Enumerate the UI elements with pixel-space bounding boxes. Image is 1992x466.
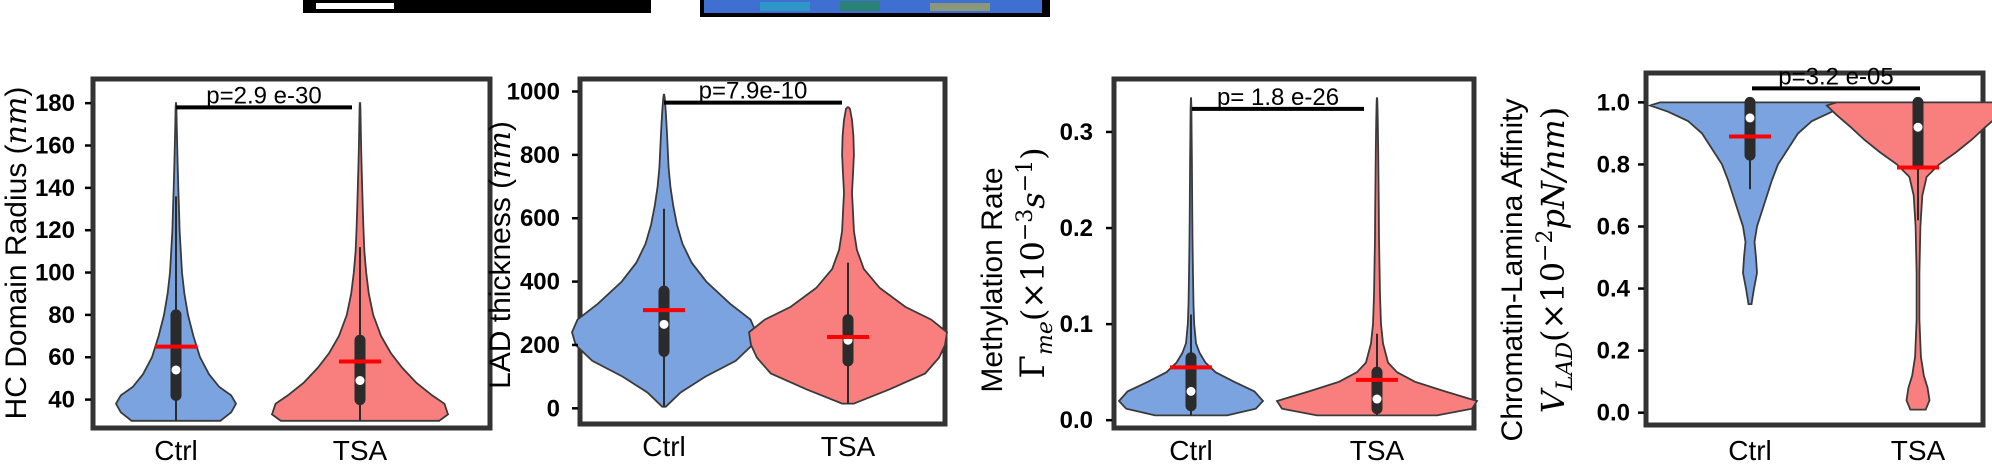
y-tick-label: 200 [520,332,560,359]
y-tick-label: 140 [35,175,75,202]
label-unit: pN/nm [1534,119,1572,229]
plot-frame [1643,70,1986,428]
x-tick-label-ctrl: Ctrl [642,431,686,462]
label-exponent: −3 [1013,209,1038,241]
y-axis-label-close: ) [484,121,517,131]
y-tick-label: 0.1 [1060,311,1093,338]
y-axis-label-unit: nm [0,97,34,145]
label-close: ) [1534,107,1572,119]
panel-chromatin-lamina-affinity: 0.0 0.2 0.4 0.6 0.8 1.0 p=3.2 e-05 Ctrl TSA C… [1496,63,1992,466]
y-axis-label: LAD thickness (nm) [483,121,518,389]
y-tick-label: 400 [520,269,560,296]
y-tick-label: 1000 [507,79,560,106]
panel-lad-thickness: 0 200 400 600 800 1000 p=7.9e-10 Ctrl TSA LAD… [483,76,948,462]
significance-bracket: p=2.9 e-30 [176,82,352,110]
x-tick-label-tsa: TSA [1891,435,1946,466]
median-dot-tsa [1372,394,1382,404]
significance-bracket: p=3.2 e-05 [1752,63,1920,91]
label-unit-exponent: −1 [1013,160,1038,192]
pvalue-label: p=3.2 e-05 [1778,63,1893,90]
top-image-strip [303,0,1050,17]
x-tick-label-tsa: TSA [333,435,388,466]
y-axis-ticks: 0 200 400 600 800 1000 [507,79,578,422]
plot-frame [1111,76,1477,431]
label-open: (×10 [1534,262,1572,342]
violin-group [571,93,948,408]
violin-body-ctrl [1117,97,1265,417]
median-dot-ctrl [659,319,669,329]
heatmap-image-texture-2 [840,1,880,11]
plot-frame [90,76,493,431]
violin-body-tsa [1825,101,1992,411]
y-tick-label: 800 [520,142,560,169]
y-tick-label: 0.2 [1060,215,1093,242]
pvalue-label: p= 1.8 e-26 [1217,84,1339,111]
y-tick-label: 0.4 [1597,276,1631,303]
x-tick-label-tsa: TSA [1350,435,1405,466]
plot-frame [577,76,948,427]
y-tick-label: 0.8 [1597,151,1630,178]
y-axis-label-unit: nm [483,131,518,179]
y-tick-label: 80 [48,302,75,329]
y-tick-label: 0.3 [1060,119,1093,146]
median-dot-ctrl [1186,386,1196,396]
x-tick-label-ctrl: Ctrl [1728,435,1772,466]
pvalue-label: p=2.9 e-30 [206,82,321,109]
median-dot-tsa [1913,122,1923,132]
y-tick-label: 0.0 [1060,407,1093,434]
heatmap-image-texture [760,2,810,11]
heatmap-image-texture-3 [930,3,990,11]
violin-group [1117,97,1479,417]
panel-hc-domain-radius: 40 60 80 100 120 140 160 180 p=2.9 e-30 Ctrl TS… [0,76,493,466]
x-tick-label-ctrl: Ctrl [154,435,198,466]
significance-bracket: p= 1.8 e-26 [1192,84,1364,111]
y-axis-label: HC Domain Radius (nm) [0,87,34,420]
y-axis-label-line2: Γme(×10−3s−1) [1013,147,1058,378]
y-tick-label: 0.0 [1597,400,1630,427]
y-tick-label: 60 [48,344,75,371]
median-dot-tsa [355,376,365,386]
scale-bar [316,3,394,9]
y-tick-label: 0.2 [1597,338,1630,365]
gamma-subscript: me [1033,321,1058,355]
y-tick-label: 600 [520,205,560,232]
gamma-symbol: Γ [1013,355,1053,379]
y-axis-label-line1: Chromatin-Lamina Affinity [1496,99,1529,442]
violin-group [1647,96,1992,411]
y-tick-label: 0 [547,395,560,422]
v-symbol: V [1534,387,1572,413]
y-axis-label-text: LAD thickness ( [484,179,517,389]
median-dot-ctrl [1745,113,1755,123]
y-tick-label: 120 [35,217,75,244]
pvalue-label: p=7.9e-10 [699,78,808,105]
y-axis-label-text: HC Domain Radius ( [0,144,33,419]
violin-body-ctrl [1647,101,1853,305]
violin-body-tsa [1275,97,1479,417]
x-tick-label-tsa: TSA [821,431,876,462]
y-axis-ticks: 40 60 80 100 120 140 160 180 [35,90,91,414]
panel-methylation-rate: 0.0 0.1 0.2 0.3 p= 1.8 e-26 Ctrl TSA Methyl… [976,76,1479,466]
y-axis-ticks: 0.0 0.1 0.2 0.3 [1060,119,1112,434]
x-tick-label-ctrl: Ctrl [1169,435,1213,466]
label-unit: s [1014,192,1052,208]
y-tick-label: 180 [35,90,75,117]
y-axis-ticks: 0.0 0.2 0.4 0.6 0.8 1.0 [1597,89,1644,427]
y-tick-label: 100 [35,260,75,287]
violin-group [114,102,450,422]
v-subscript: LAD [1553,342,1578,391]
median-dot-ctrl [171,365,181,375]
y-axis-label-close: ) [0,87,33,97]
y-tick-label: 1.0 [1597,89,1630,116]
y-tick-label: 160 [35,133,75,160]
label-exponent: −2 [1533,230,1558,262]
y-axis-label-line2: VLAD(×10−2pN/nm) [1533,107,1578,413]
significance-bracket: p=7.9e-10 [664,78,842,105]
violin-body-tsa [748,106,948,405]
label-close: ) [1014,147,1052,159]
y-tick-label: 0.6 [1597,214,1630,241]
y-tick-label: 40 [48,387,75,414]
y-axis-label-line1: Methylation Rate [976,167,1009,392]
label-open: (×10 [1014,241,1052,321]
